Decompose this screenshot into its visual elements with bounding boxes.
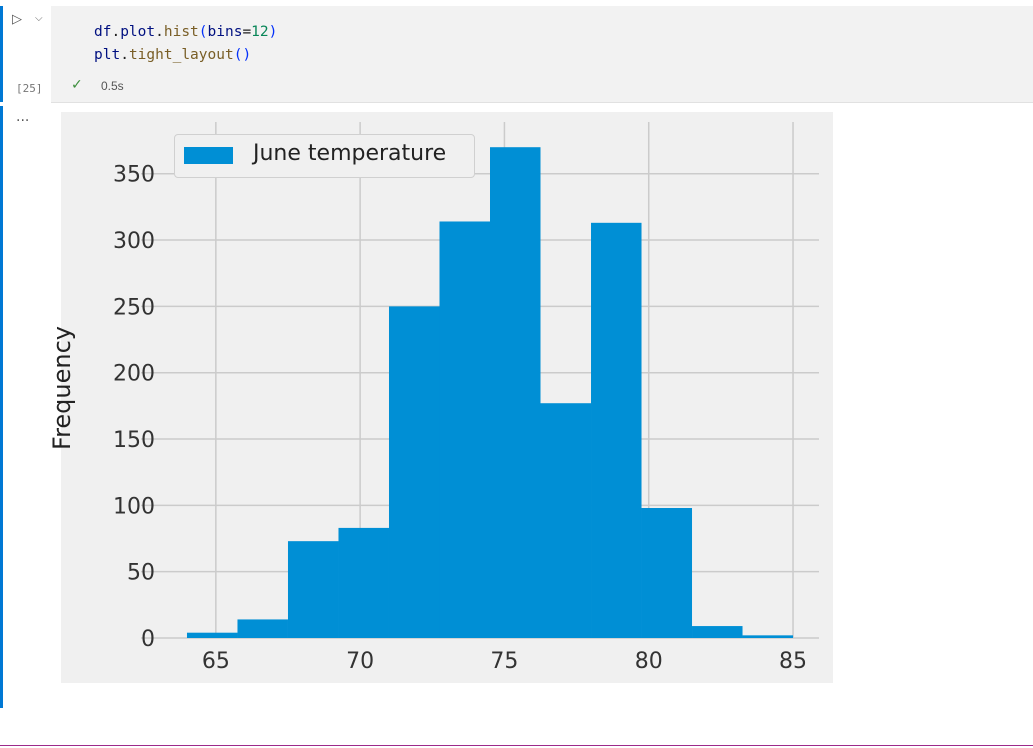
histogram-chart: 65 70 75 80 85 0 50 100 150 200 250 300 350 (113, 122, 819, 674)
code-line: df.plot.hist(bins=12) (94, 24, 277, 40)
code-token: . (111, 24, 121, 40)
histogram-bar (388, 306, 440, 638)
code-token: bins (207, 24, 243, 40)
histogram-bar (439, 221, 490, 638)
code-token: ( (233, 47, 243, 63)
output-more-actions-icon[interactable]: ... (16, 109, 30, 125)
legend-swatch (184, 147, 233, 164)
histogram-bar (692, 626, 743, 638)
y-tick-label: 100 (113, 494, 155, 519)
code-line: plt.tight_layout() (94, 47, 251, 63)
code-token: plot (120, 24, 156, 40)
y-tick-label: 350 (113, 163, 155, 188)
x-tick-label: 70 (346, 649, 374, 674)
histogram-bar (490, 147, 541, 639)
code-cell: ▷ ⌵ [25] df.plot.hist(bins=12) plt.tight… (0, 0, 1033, 103)
histogram-bar (540, 403, 592, 638)
y-tick-label: 150 (113, 428, 155, 453)
code-token: ( (198, 24, 208, 40)
code-token: 12 (251, 24, 269, 40)
y-axis-label: Frequency (48, 326, 76, 450)
x-tick-label: 80 (635, 649, 663, 674)
code-token: tight_layout (128, 47, 234, 63)
histogram-plot: 65 70 75 80 85 0 50 100 150 200 250 300 350 (61, 112, 833, 683)
code-token: . (155, 24, 164, 40)
output-focus-bar (0, 106, 3, 708)
y-tick-label: 200 (113, 362, 155, 387)
code-token: ) (242, 47, 252, 63)
y-tick-label: 50 (127, 561, 155, 586)
histogram-bar (237, 619, 288, 638)
code-token: hist (163, 24, 199, 40)
success-check-icon: ✓ (71, 77, 83, 93)
histogram-bar (591, 222, 642, 638)
code-editor[interactable]: df.plot.hist(bins=12) plt.tight_layout()… (51, 6, 1033, 103)
chart-legend: June temperature (174, 134, 475, 178)
legend-label: June temperature (253, 141, 447, 166)
code-token: plt (94, 47, 121, 63)
execution-time: 0.5s (101, 79, 124, 93)
code-token: ) (268, 24, 278, 40)
code-token: df (94, 24, 112, 40)
chevron-down-icon[interactable]: ⌵ (35, 13, 43, 24)
histogram-bar (287, 541, 339, 638)
x-tick-label: 85 (779, 649, 807, 674)
code-token: = (242, 24, 252, 40)
x-tick-label: 75 (490, 649, 518, 674)
y-tick-label: 250 (113, 295, 155, 320)
histogram-bar (641, 508, 693, 638)
histogram-bar (338, 527, 389, 638)
code-token: . (120, 47, 129, 63)
histogram-bar (742, 635, 794, 638)
x-tick-label: 65 (202, 649, 230, 674)
histogram-bar (186, 632, 238, 638)
notebook-bottom-border (0, 745, 1033, 746)
execution-count: [25] (16, 82, 43, 95)
run-cell-icon[interactable]: ▷ (12, 12, 22, 27)
cell-focus-bar (0, 6, 3, 102)
y-tick-label: 0 (141, 627, 155, 652)
y-tick-label: 300 (113, 229, 155, 254)
